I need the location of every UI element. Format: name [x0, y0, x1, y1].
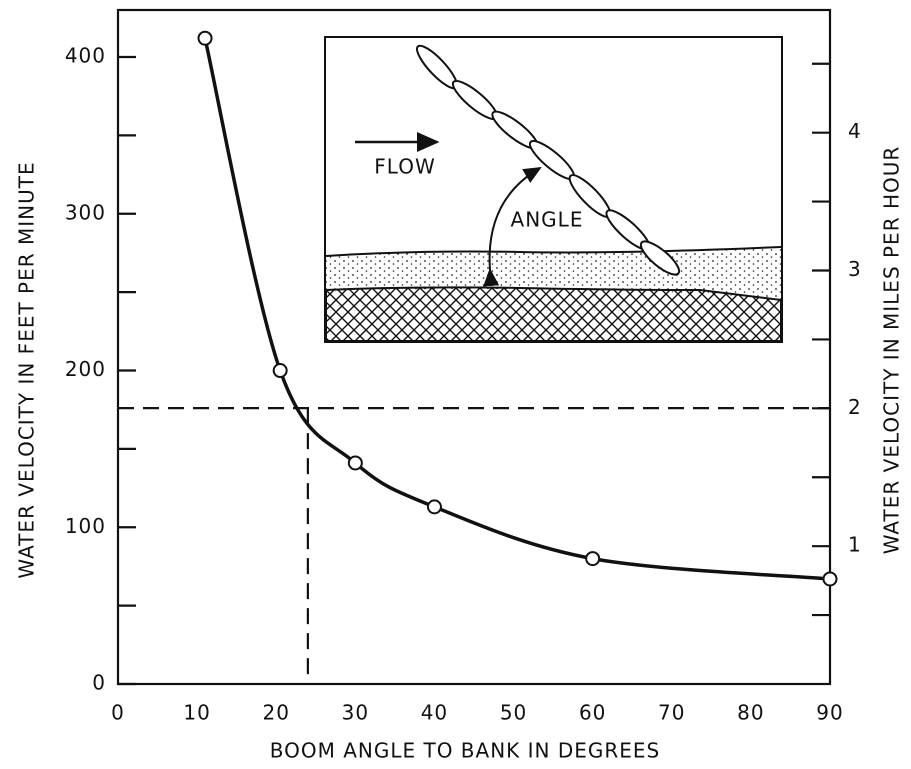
- y-tick-label: 200: [65, 357, 106, 381]
- data-point: [822, 571, 838, 587]
- x-tick-label: 40: [421, 701, 448, 725]
- y2-tick-label: 4: [848, 119, 862, 143]
- x-tick-label: 90: [816, 701, 843, 725]
- x-tick-label: 50: [500, 701, 527, 725]
- y-tick-label: 100: [65, 514, 106, 538]
- data-point: [426, 499, 442, 515]
- y2-axis-title: WATER VELOCITY IN MILES PER HOUR: [880, 146, 904, 555]
- x-tick-label: 0: [111, 701, 125, 725]
- inset-flow-label: FLOW: [374, 155, 435, 179]
- x-tick-label: 10: [183, 701, 210, 725]
- y-tick-label: 300: [65, 200, 106, 224]
- y2-tick-label: 2: [848, 395, 862, 419]
- data-point: [347, 455, 363, 471]
- curve: [203, 37, 831, 581]
- y2-tick-label: 3: [848, 257, 862, 281]
- data-point: [272, 363, 288, 379]
- x-tick-label: 30: [342, 701, 369, 725]
- plot-frame: [116, 8, 832, 686]
- x-tick-label: 80: [737, 701, 764, 725]
- x-tick-label: 70: [658, 701, 685, 725]
- y2-tick-label: 1: [848, 533, 862, 557]
- x-axis-title: BOOM ANGLE TO BANK IN DEGREES: [270, 739, 661, 763]
- inset-angle-label: ANGLE: [511, 208, 584, 232]
- inset-diagram: FLOW ANGLE: [324, 36, 783, 343]
- data-point: [197, 30, 213, 46]
- y-tick-label: 400: [65, 44, 106, 68]
- data-point: [585, 551, 601, 567]
- x-tick-label: 20: [262, 701, 289, 725]
- x-tick-label: 60: [579, 701, 606, 725]
- y-tick-label: 0: [92, 671, 106, 695]
- y-axis-title: WATER VELOCITY IN FEET PER MINUTE: [15, 161, 39, 578]
